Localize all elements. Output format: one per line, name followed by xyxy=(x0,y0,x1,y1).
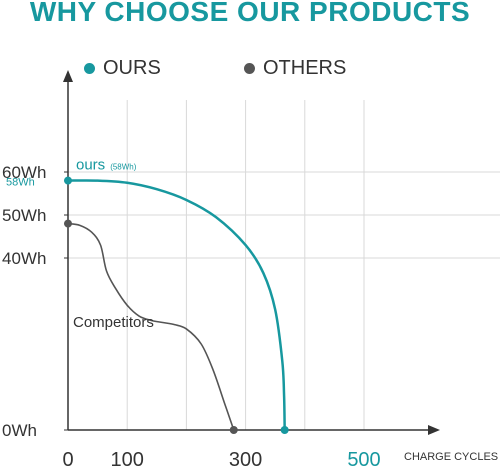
x-axis-label: CHARGE CYCLES xyxy=(404,451,498,463)
x-tick-label: 500 xyxy=(347,449,380,468)
marker-ours xyxy=(280,426,289,434)
x-tick-label: 100 xyxy=(111,449,144,468)
ours-annotation-main: ours xyxy=(76,157,105,174)
legend-ours-label: OURS xyxy=(103,56,161,79)
ours-annotation-small: (58Wh) xyxy=(110,163,137,172)
competitors-annotation: Competitors xyxy=(73,314,154,331)
x-tick-label: 0 xyxy=(62,449,73,468)
legend-others-label: OTHERS xyxy=(263,56,347,79)
ours-left-label: 58Wh xyxy=(6,177,35,189)
legend-ours-dot xyxy=(84,62,95,74)
y-axis-arrow xyxy=(63,70,73,82)
marker-others xyxy=(64,219,72,228)
marker-ours xyxy=(64,176,72,185)
x-axis-arrow xyxy=(428,425,440,435)
page-title: WHY CHOOSE OUR PRODUCTS xyxy=(29,0,471,27)
y-tick-label: 0Wh xyxy=(2,421,37,440)
series-line-others xyxy=(67,222,235,431)
legend-others-dot xyxy=(244,62,255,74)
marker-others xyxy=(229,426,238,434)
ours-annotation: ours (58Wh) xyxy=(76,157,137,174)
y-tick-label: 40Wh xyxy=(2,249,46,268)
legend-ours: OURS xyxy=(84,56,161,80)
series-line-ours xyxy=(67,179,286,431)
y-tick-label: 50Wh xyxy=(2,206,46,225)
y-tick-label: 60Wh xyxy=(2,163,46,182)
x-tick-label: 300 xyxy=(229,449,262,468)
legend-others: OTHERS xyxy=(244,56,346,80)
